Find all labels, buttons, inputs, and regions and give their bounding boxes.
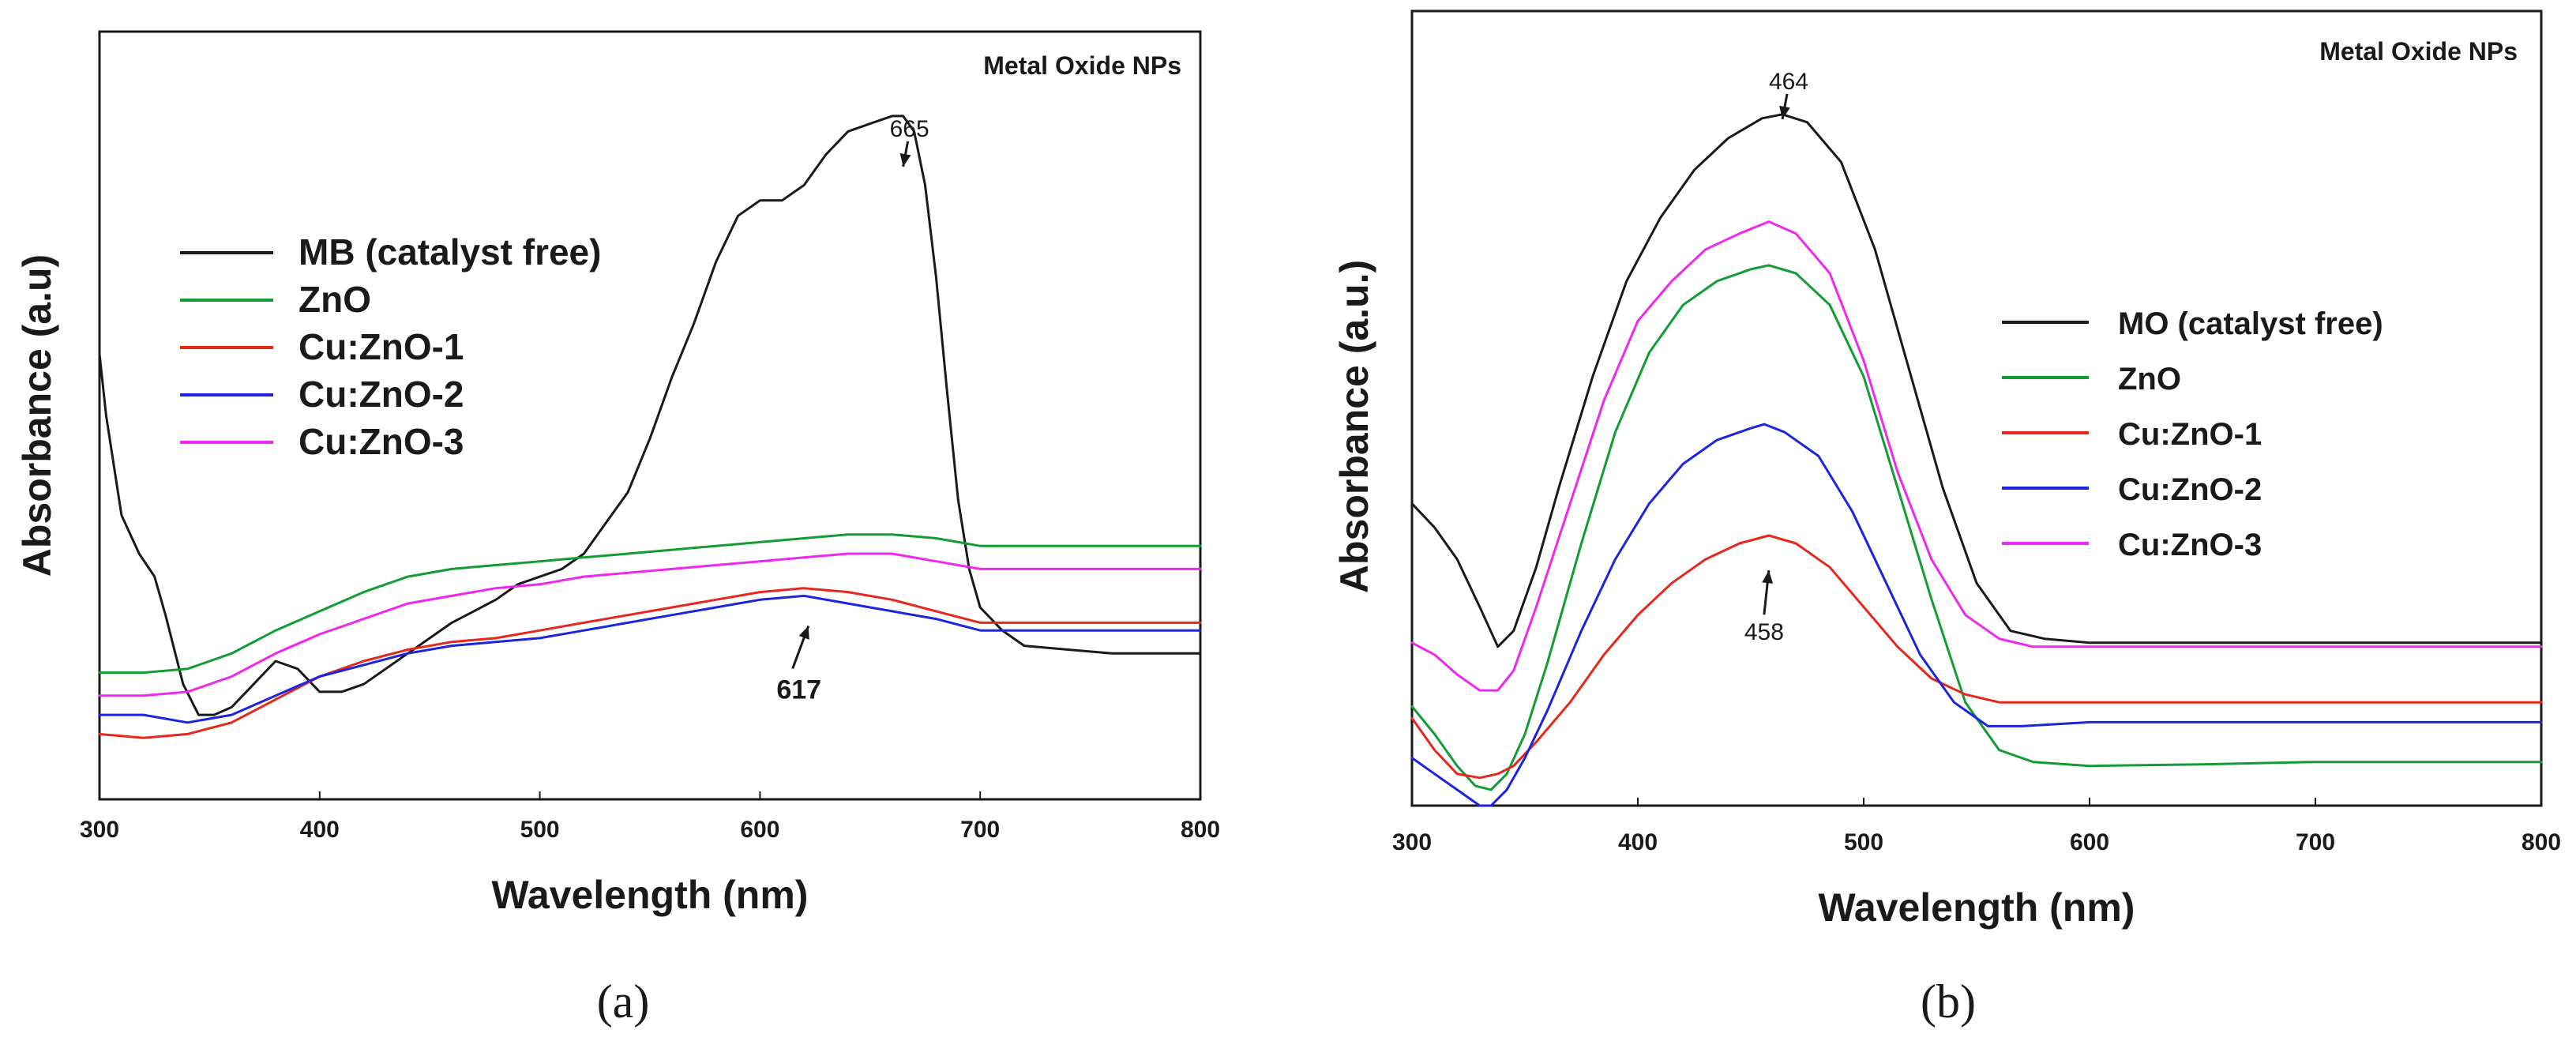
panel-a: 300 400 500 600 700 800 665 617 Metal Oxide NP… — [15, 30, 1220, 1028]
legend-label: ZnO — [2118, 362, 2181, 396]
legend-label: Cu:ZnO-1 — [2118, 417, 2262, 452]
legend-label: Cu:ZnO-1 — [299, 326, 464, 367]
annotation-arrowhead — [798, 626, 809, 640]
x-tick-label: 600 — [740, 817, 779, 843]
annotation-arrowhead — [1779, 105, 1790, 119]
x-tick-label: 300 — [1392, 829, 1432, 855]
x-tick-label: 800 — [2522, 829, 2561, 855]
x-tick-label: 300 — [80, 817, 119, 843]
legend-label: ZnO — [299, 279, 371, 320]
x-tick-label: 400 — [300, 817, 340, 843]
series-line-zno — [1410, 264, 2543, 791]
panel-label-a: (a) — [597, 975, 650, 1028]
x-tick-label: 800 — [1181, 817, 1220, 843]
legend-label: Cu:ZnO-2 — [2118, 472, 2262, 507]
x-tick-label: 700 — [960, 817, 1000, 843]
annotations-b: 464 458 — [1744, 69, 1808, 645]
plot-frame-b — [1410, 9, 2543, 807]
panel-label-b: (b) — [1921, 975, 1976, 1028]
x-tick-label: 500 — [520, 817, 560, 843]
series-line-cu-zno-3 — [1410, 220, 2543, 692]
legend-label: MO (catalyst free) — [2118, 306, 2383, 341]
x-tick-label: 400 — [1618, 829, 1658, 855]
x-tick-label: 600 — [2070, 829, 2109, 855]
legend-label: Cu:ZnO-3 — [299, 421, 464, 462]
annotations-a: 665 617 — [776, 116, 929, 705]
legend-label: MB (catalyst free) — [299, 231, 601, 272]
legend-label: Cu:ZnO-3 — [2118, 528, 2262, 562]
x-ticks-a: 300 400 500 600 700 800 — [80, 791, 1220, 843]
series-group-a — [98, 115, 1202, 739]
series-line-mb-catalyst-free — [98, 115, 1202, 716]
series-line-cu-zno-2 — [98, 594, 1202, 724]
x-tick-label: 500 — [1844, 829, 1883, 855]
series-line-zno — [98, 533, 1202, 675]
y-axis-label-b: Absorbance (a.u.) — [1332, 260, 1376, 593]
series-line-cu-zno-2 — [1410, 423, 2543, 807]
x-tick-label: 700 — [2296, 829, 2335, 855]
annotation-arrowhead — [1762, 570, 1774, 584]
plot-frame-a — [98, 30, 1202, 801]
x-axis-label-b: Wavelength (nm) — [1819, 885, 2135, 930]
legend-a: MB (catalyst free) ZnO Cu:ZnO-1 Cu:ZnO-2 Cu:… — [180, 231, 601, 462]
series-line-cu-zno-1 — [98, 587, 1202, 739]
y-axis-label-a: Absorbance (a.u) — [15, 254, 59, 577]
x-axis-label-a: Wavelength (nm) — [492, 873, 809, 917]
annotation-label: 665 — [890, 116, 929, 142]
annotation-label: 464 — [1769, 69, 1808, 95]
corner-note-a: Metal Oxide NPs — [983, 51, 1181, 80]
annotation-label: 458 — [1744, 619, 1784, 645]
series-group-b — [1410, 113, 2543, 807]
series-line-cu-zno-3 — [98, 552, 1202, 697]
series-line-mo-catalyst-free — [1410, 113, 2543, 648]
legend-label: Cu:ZnO-2 — [299, 374, 464, 415]
x-ticks-b: 300 400 500 600 700 800 — [1392, 798, 2561, 855]
legend-b: MO (catalyst free) ZnO Cu:ZnO-1 Cu:ZnO-2 Cu:… — [2002, 306, 2383, 562]
annotation-arrowhead — [899, 152, 911, 167]
corner-note-b: Metal Oxide NPs — [2319, 37, 2518, 66]
annotation-label: 617 — [776, 675, 821, 705]
panel-b: 300 400 500 600 700 800 464 458 Metal Oxide NP… — [1332, 9, 2561, 1028]
series-line-cu-zno-1 — [1410, 534, 2543, 780]
